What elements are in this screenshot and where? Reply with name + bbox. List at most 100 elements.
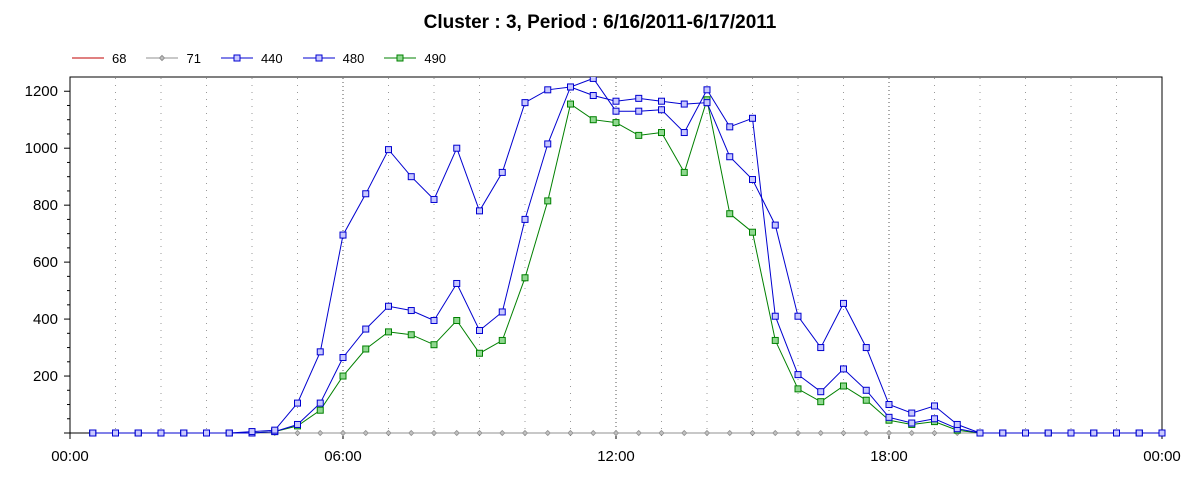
data-point xyxy=(612,107,620,115)
data-point xyxy=(817,429,824,437)
data-point xyxy=(362,325,370,333)
data-point xyxy=(703,99,711,107)
legend-item-480: 480 xyxy=(302,51,364,66)
data-point xyxy=(817,398,825,406)
y-tick-label: 1000 xyxy=(25,140,58,157)
data-point xyxy=(339,429,347,437)
legend-swatch xyxy=(72,57,104,59)
data-point xyxy=(498,168,506,176)
legend-label: 68 xyxy=(112,50,127,66)
data-point xyxy=(294,429,301,437)
data-point xyxy=(908,419,916,427)
data-point xyxy=(476,326,483,334)
data-point xyxy=(908,409,916,417)
data-point xyxy=(726,123,734,131)
data-point xyxy=(953,420,961,428)
data-point xyxy=(794,385,802,393)
y-tick-label: 1200 xyxy=(25,83,58,100)
data-point xyxy=(430,429,438,437)
data-point xyxy=(658,129,665,137)
data-point xyxy=(658,429,665,437)
legend-item-68: 68 xyxy=(72,51,126,66)
chart-title: Cluster : 3, Period : 6/16/2011-6/17/201… xyxy=(423,12,777,33)
legend-label: 440 xyxy=(260,50,283,66)
data-point xyxy=(589,92,597,100)
data-point xyxy=(931,429,938,437)
data-point xyxy=(862,396,870,404)
data-point xyxy=(294,420,301,428)
data-point xyxy=(749,228,756,236)
data-point xyxy=(544,140,552,148)
data-point xyxy=(658,106,665,114)
y-tick-label: 600 xyxy=(33,254,58,271)
data-point xyxy=(976,429,984,437)
legend-swatch xyxy=(220,54,253,62)
data-point xyxy=(612,119,620,127)
data-point xyxy=(362,190,370,198)
data-point xyxy=(134,429,142,437)
data-point xyxy=(658,97,665,105)
data-point xyxy=(316,406,324,414)
data-point xyxy=(635,107,643,115)
legend-label: 71 xyxy=(186,50,201,66)
data-point xyxy=(1090,429,1098,437)
data-point xyxy=(521,274,529,282)
data-point xyxy=(544,86,552,94)
data-point xyxy=(385,302,392,310)
data-point xyxy=(863,429,870,437)
legend: 68 71 440 480 490 xyxy=(72,49,466,67)
data-point xyxy=(726,429,733,437)
data-point xyxy=(453,429,460,437)
y-tick-label: 800 xyxy=(33,197,58,214)
data-point xyxy=(794,312,802,320)
x-tick-label: 00:00 xyxy=(51,448,89,465)
data-point xyxy=(771,312,779,320)
data-point xyxy=(1158,429,1166,437)
data-point xyxy=(681,429,688,437)
data-point xyxy=(362,429,369,437)
data-point xyxy=(612,97,620,105)
data-point xyxy=(430,317,438,325)
y-tick-label: 200 xyxy=(33,368,58,385)
data-point xyxy=(385,146,392,154)
legend-item-71: 71 xyxy=(146,50,201,66)
data-point xyxy=(749,176,756,184)
data-point xyxy=(726,210,734,218)
data-point xyxy=(726,153,734,161)
data-point xyxy=(544,429,551,437)
data-point xyxy=(453,144,461,152)
data-point xyxy=(1113,429,1120,437)
data-point xyxy=(817,344,825,352)
data-point xyxy=(817,388,825,396)
series-line xyxy=(92,86,1162,434)
data-point xyxy=(590,429,597,437)
data-point xyxy=(771,221,779,229)
data-point xyxy=(1022,429,1029,437)
data-point xyxy=(498,308,506,316)
data-point xyxy=(339,231,347,239)
data-point xyxy=(749,429,756,437)
data-point xyxy=(772,429,779,437)
data-point xyxy=(407,331,415,339)
data-point xyxy=(498,336,506,344)
data-point xyxy=(862,386,870,394)
data-point xyxy=(385,429,392,437)
data-point xyxy=(612,429,620,437)
data-point xyxy=(476,207,483,215)
data-point xyxy=(862,344,870,352)
data-point xyxy=(1135,429,1143,437)
data-point xyxy=(339,354,347,362)
data-point xyxy=(316,348,324,356)
legend-swatch xyxy=(384,54,417,62)
legend-item-440: 440 xyxy=(220,50,283,66)
data-point xyxy=(339,372,347,380)
series-440 xyxy=(89,83,1166,437)
data-point xyxy=(180,429,188,437)
data-point xyxy=(294,399,301,407)
data-point xyxy=(840,382,847,390)
data-point xyxy=(680,129,688,137)
data-point xyxy=(885,429,893,437)
data-point xyxy=(885,413,893,421)
data-point xyxy=(635,429,642,437)
data-point xyxy=(680,168,688,176)
